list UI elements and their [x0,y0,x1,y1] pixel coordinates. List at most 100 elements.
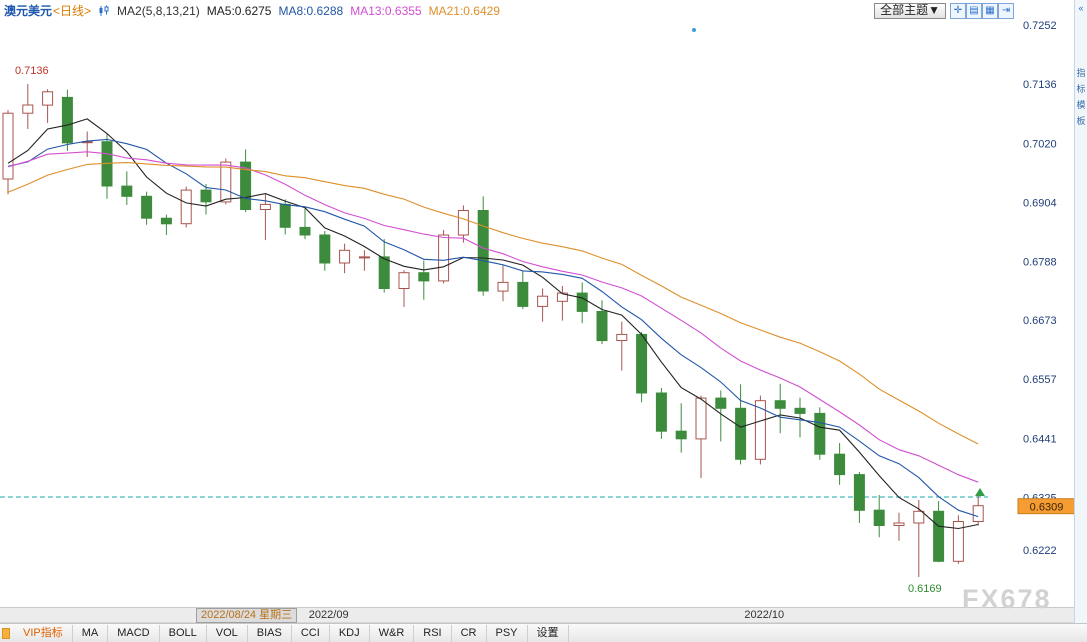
indicator-tab-cci[interactable]: CCI [292,624,330,642]
indicator-tab-boll[interactable]: BOLL [160,624,207,642]
candle-body [378,256,390,289]
current-price-value: 0.6309 [1030,502,1064,514]
candle[interactable] [873,495,885,538]
indicator-tab-kdj[interactable]: KDJ [330,624,370,642]
y-axis-label: 0.6904 [1023,197,1057,209]
candle[interactable] [299,208,311,240]
candle[interactable] [972,495,984,526]
indicator-tab-psy[interactable]: PSY [487,624,528,642]
candle-body [735,407,747,460]
candle-body [576,292,588,312]
y-axis-label: 0.7136 [1023,79,1057,91]
candle-body [834,453,846,476]
candlestick-chart[interactable]: 0.7252 0.7136 0.7020 0.6904 0.6788 0.6673 0.65… [0,18,1075,607]
draw-tools-button[interactable]: ▤ [966,2,982,19]
candle[interactable] [814,407,826,460]
candle[interactable] [537,288,549,322]
candle-body [358,256,370,259]
candle[interactable] [774,383,786,434]
candle[interactable] [913,500,925,577]
candle[interactable] [61,89,73,151]
candle[interactable] [22,84,34,129]
vip-indicator-tab[interactable]: VIP指标 [14,624,73,642]
ma5-legend: MA5:0.6275 [206,3,272,18]
candle[interactable] [517,270,529,309]
candle[interactable] [636,331,648,403]
candle[interactable] [220,158,232,205]
ma-line-ma8 [7,138,979,518]
candle[interactable] [952,515,964,564]
candle[interactable] [160,214,172,235]
crosshair-button[interactable]: ✛ [950,2,966,19]
selected-date-label: 2022/08/24 星期三 [196,608,298,623]
low-annotation: 0.6169 [908,583,942,595]
theme-dropdown-button[interactable]: 全部主题▼ [874,2,946,19]
y-axis-label: 0.6557 [1023,374,1057,386]
candle[interactable] [42,89,54,123]
period-selector[interactable]: <日线> [53,3,92,18]
candle-body [497,281,509,292]
indicator-toolbar: VIP指标 MA MACD BOLL VOL BIAS CCI KDJ W&R RSI CR PSY 设… [0,623,1087,642]
chart-tool-buttons: ✛ ▤ ▦ ⇥ [950,2,1014,19]
indicator-tab-rsi[interactable]: RSI [414,624,452,642]
candle[interactable] [339,243,351,274]
candle[interactable] [675,403,687,453]
symbol-name[interactable]: 澳元美元 [4,3,53,18]
indicator-tab-vol[interactable]: VOL [207,624,248,642]
settings-tab[interactable]: 设置 [528,624,569,642]
candle[interactable] [240,149,252,213]
candle[interactable] [933,501,945,563]
indicator-template-tab[interactable]: 指标模板 [1076,68,1086,126]
candle[interactable] [893,512,905,541]
candle-body [814,412,826,455]
price-up-arrow-icon [975,488,985,496]
candle[interactable] [438,229,450,284]
collapse-right-button[interactable]: ⇥ [998,2,1014,19]
candle[interactable] [81,131,93,158]
candle[interactable] [141,191,153,225]
candle-body [42,91,54,106]
candle-body [754,400,766,460]
candle[interactable] [655,387,667,439]
candle[interactable] [358,250,370,271]
x-axis: 2022/08/24 星期三 2022/09 2022/10 [0,607,1074,623]
indicator-tab-macd[interactable]: MACD [108,624,160,642]
candle[interactable] [259,194,271,241]
candle[interactable] [616,321,628,371]
candle[interactable] [418,260,430,300]
y-axis-label: 0.6788 [1023,257,1057,269]
candle[interactable] [735,384,747,465]
collapse-panel-icon[interactable]: « [1078,3,1084,13]
candle-body [319,234,331,264]
candle[interactable] [319,230,331,271]
candle[interactable] [398,270,410,307]
chart-header: 澳元美元 <日线> MA2(5,8,13,21) MA5:0.6275 MA8:… [0,0,1074,19]
candle[interactable] [200,184,212,215]
candle[interactable] [497,265,509,302]
candle[interactable] [695,395,707,479]
candle[interactable] [596,300,608,345]
candle[interactable] [101,133,113,199]
candle[interactable] [853,472,865,523]
candle[interactable] [834,443,846,485]
grid-layout-button[interactable]: ▦ [982,2,998,19]
candle[interactable] [477,196,489,296]
indicator-tab-ma[interactable]: MA [73,624,109,642]
candle-body [596,311,608,342]
candle[interactable] [180,186,192,228]
candle[interactable] [457,205,469,243]
candle-body [893,522,905,526]
toolbar-handle[interactable] [2,627,10,639]
candle[interactable] [121,171,133,205]
candle[interactable] [378,239,390,293]
candle-body [853,474,865,511]
month-label: 2022/10 [744,609,785,621]
candle-body [457,210,469,236]
candle[interactable] [715,390,727,442]
indicator-tab-wr[interactable]: W&R [370,624,415,642]
candle[interactable] [576,282,588,324]
candle[interactable] [754,395,766,465]
indicator-tab-bias[interactable]: BIAS [248,624,292,642]
indicator-tab-cr[interactable]: CR [452,624,487,642]
candle[interactable] [2,110,14,195]
